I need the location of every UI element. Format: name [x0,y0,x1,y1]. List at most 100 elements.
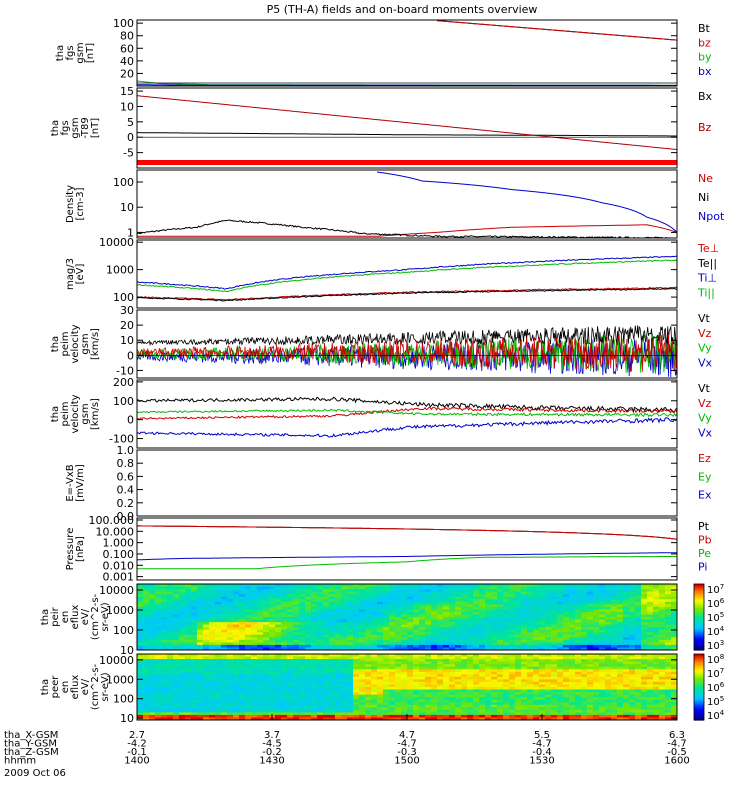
y-tick-label: 0.2 [117,497,135,510]
y-tick-label: 10000 [99,584,134,597]
data-layer [137,397,677,437]
series-Pb [137,526,677,539]
y-tick-label: 5 [127,116,134,129]
series-Bz [137,96,677,150]
panel-frame [137,170,677,238]
y-tick-label: 100 [113,624,134,637]
series-Vx [137,418,677,437]
y-axis-label: [mV/m] [75,464,86,502]
colorbar-tick-label: 105 [707,611,724,624]
y-tick-label: 20 [120,319,134,332]
y-tick-label: 100 [113,395,134,408]
series-Bx [137,133,677,136]
panel-frame [137,450,677,516]
legend-Vt: Vt [698,382,711,395]
legend-Ez: Ez [698,452,711,465]
data-layer [137,325,677,377]
y-tick-label: 40 [120,55,134,68]
y-tick-label: 1000 [106,264,134,277]
legend-Pi: Pi [698,560,707,573]
legend-Vt: Vt [698,312,711,325]
panel-frame [137,240,677,308]
legend-Bx: Bx [698,90,713,103]
panel-frame [137,20,677,86]
y-tick-label: 0.4 [117,484,135,497]
data-layer [137,584,678,651]
colorbar-tick-label: 107 [707,583,724,596]
y-tick-label: 0 [127,414,134,427]
legend-Ex: Ex [698,489,712,502]
y-tick-label: 30 [120,304,134,317]
y-tick-label: 0.8 [117,457,135,470]
legend-Vx: Vx [698,426,713,439]
data-layer [137,654,678,721]
panel-frame [137,88,677,168]
y-tick-label: 0 [127,131,134,144]
data-layer [137,21,677,86]
legend-Pt: Pt [698,520,710,533]
y-tick-label: 10 [120,201,134,214]
y-tick-label: -5 [123,147,134,160]
legend-bx: bx [698,65,712,78]
legend-Ey: Ey [698,470,712,483]
legend-Ni: Ni [698,191,709,204]
flag-band [137,160,677,165]
legend-Pe: Pe [698,547,711,560]
y-tick-label: 100 [113,17,134,30]
y-tick-label: 20 [120,67,134,80]
data-layer [137,526,677,569]
y-tick-label: 0 [127,349,134,362]
y-tick-label: 80 [120,30,134,43]
y-tick-label: 100 [113,291,134,304]
y-axis-label: [cm-3] [75,187,86,220]
y-axis-label: [eV] [75,264,86,285]
legend-Vy: Vy [698,342,712,355]
figure-title: P5 (TH-A) fields and on-board moments ov… [267,3,538,16]
colorbar-tick-label: 103 [707,639,724,652]
y-tick-label: 100 [113,176,134,189]
y-tick-label: 200 [113,376,134,389]
legend-Bz: Bz [698,121,712,134]
y-axis-label: sr-eV) [100,602,111,631]
y-tick-label: 15 [120,85,134,98]
legend-Te⊥: Te⊥ [697,242,719,255]
series-bz [437,21,677,40]
series-Ne [137,225,677,237]
series-Ni [137,220,677,239]
series-Pt [137,526,677,539]
series-bx [137,85,677,86]
y-axis-label: [km/s] [90,328,101,360]
legend-Vx: Vx [698,356,713,369]
y-tick-label: 1.0 [117,444,135,457]
legend-Bt: Bt [698,22,711,35]
colorbar-tick-label: 106 [707,597,725,610]
y-tick-label: 60 [120,42,134,55]
legend-Ti||: Ti|| [697,286,715,299]
panel-frame [137,518,677,580]
legend-Pb: Pb [698,533,712,546]
y-axis-label: [nT] [90,118,101,138]
legend-Vz: Vz [698,397,712,410]
data-layer [137,256,677,301]
legend-bz: bz [698,36,711,49]
legend-Vz: Vz [698,327,712,340]
y-tick-label: 10000 [99,236,134,249]
legend-Ti⊥: Ti⊥ [697,272,717,285]
panel-pressure: 100.00010.0001.0000.1000.0100.001Pressur… [65,514,712,584]
y-axis-label: [nPa] [75,536,86,562]
colorbar-tick-label: 104 [707,625,725,638]
y-axis-label: [km/s] [90,398,101,430]
series-Npot [377,172,677,232]
y-tick-label: 0.001 [103,571,135,584]
legend-Vy: Vy [698,412,712,425]
